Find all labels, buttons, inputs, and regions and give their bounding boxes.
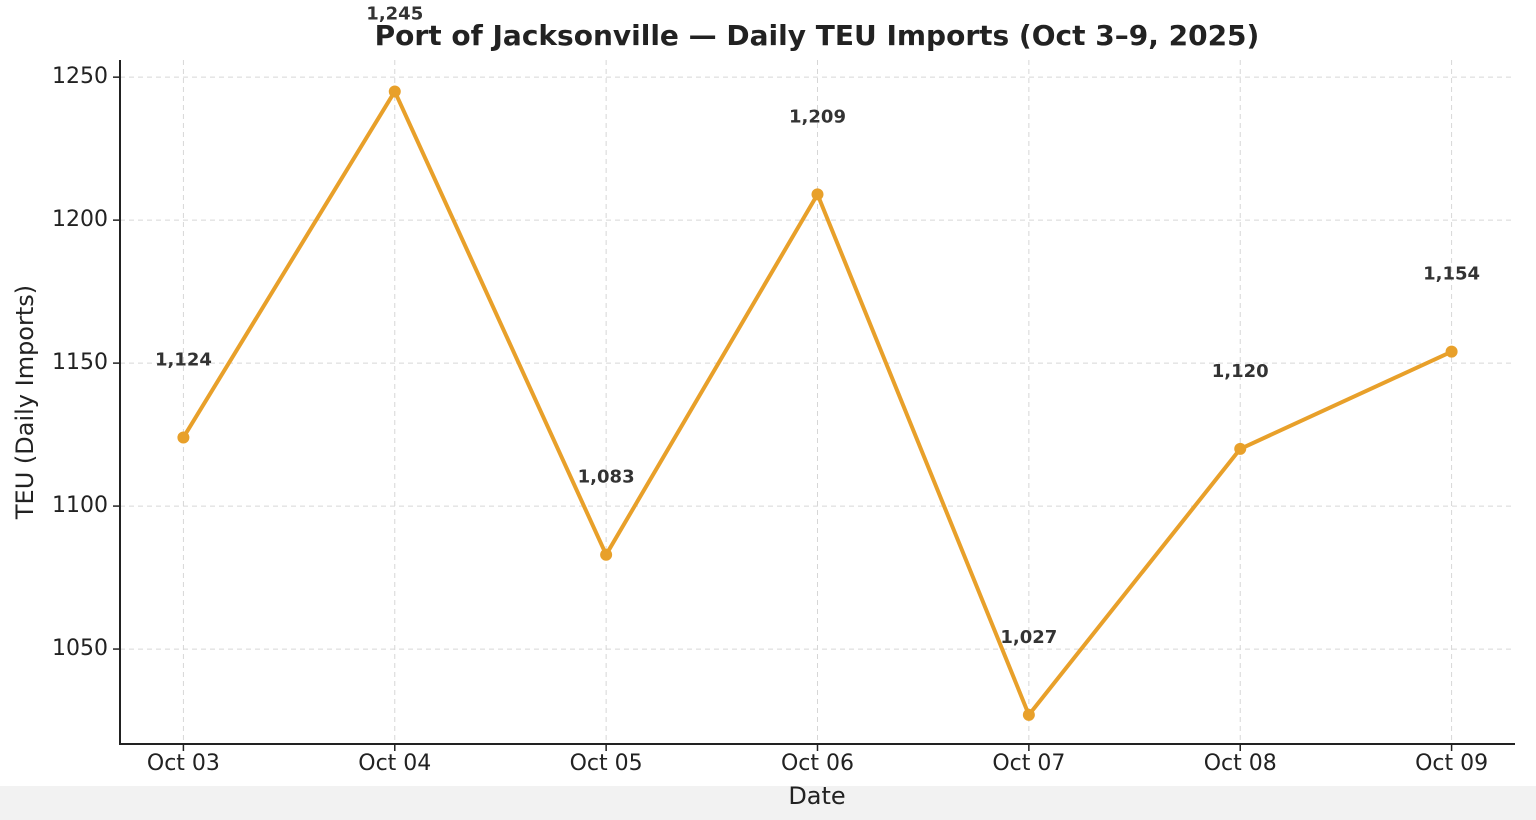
x-tick-label: Oct 04 — [358, 751, 431, 776]
x-axis-label: Date — [788, 782, 845, 810]
point — [1445, 345, 1458, 358]
y-tick-label: 1100 — [52, 493, 108, 518]
y-tick-label: 1250 — [52, 64, 108, 89]
value-label: 1,124 — [155, 349, 212, 370]
point — [811, 188, 824, 201]
y-tick-label: 1150 — [52, 350, 108, 375]
point — [1234, 442, 1247, 455]
value-label: 1,083 — [578, 467, 635, 488]
y-tick-label: 1200 — [52, 207, 108, 232]
y-axis-label: TEU (Daily Imports) — [11, 285, 39, 520]
value-label: 1,154 — [1423, 264, 1480, 285]
chart-title: Port of Jacksonville — Daily TEU Imports… — [375, 19, 1260, 52]
y-tick-label: 1050 — [52, 636, 108, 661]
value-label: 1,120 — [1212, 361, 1269, 382]
x-tick-label: Oct 05 — [570, 751, 643, 776]
value-label: 1,245 — [366, 3, 423, 24]
x-tick-label: Oct 06 — [781, 751, 854, 776]
value-label: 1,027 — [1000, 627, 1057, 648]
point — [600, 548, 613, 561]
x-tick-label: Oct 09 — [1415, 751, 1488, 776]
x-tick-label: Oct 03 — [147, 751, 220, 776]
axes — [119, 60, 1515, 745]
point — [1022, 708, 1035, 721]
point — [388, 85, 401, 98]
x-tick-label: Oct 07 — [992, 751, 1065, 776]
window-strip — [0, 786, 1536, 820]
value-label: 1,209 — [789, 106, 846, 127]
x-tick-label: Oct 08 — [1204, 751, 1277, 776]
point — [177, 431, 190, 444]
